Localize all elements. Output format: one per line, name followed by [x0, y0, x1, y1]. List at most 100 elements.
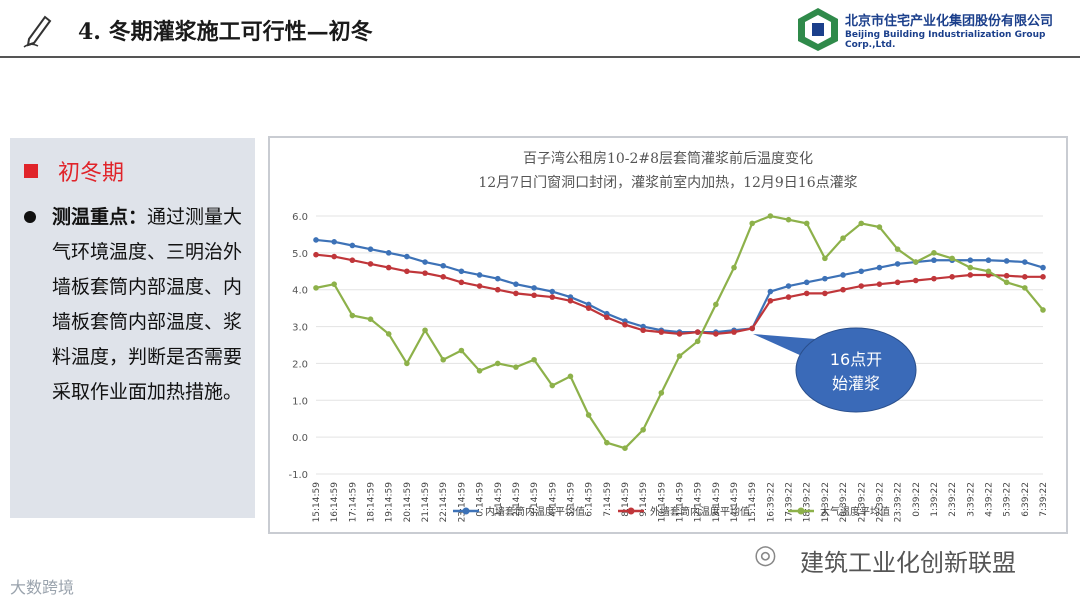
data-point	[731, 264, 737, 271]
data-point	[894, 246, 901, 252]
x-tick-label: 5:39:22	[1003, 482, 1013, 517]
callout-text-line-2: 始灌浆	[832, 374, 880, 393]
data-point	[440, 356, 447, 363]
x-tick-label: 18:39:22	[803, 482, 813, 522]
x-tick-label: 22:39:22	[875, 482, 885, 522]
data-point	[458, 268, 465, 275]
data-point	[931, 275, 937, 282]
x-tick-label: 22:14:59	[439, 482, 449, 523]
data-point	[1040, 264, 1046, 271]
data-point	[531, 356, 537, 363]
x-tick-label: 7:39:22	[1039, 482, 1049, 517]
data-point	[567, 373, 574, 380]
data-point	[749, 220, 755, 227]
data-point	[513, 290, 519, 297]
legend-swatch-marker	[627, 507, 635, 515]
series-line-2	[315, 253, 1043, 336]
data-point	[458, 279, 465, 286]
data-point	[840, 286, 846, 293]
data-point	[567, 297, 574, 304]
legend-label: 大气温度平均值	[820, 505, 890, 518]
data-point	[876, 281, 883, 287]
info-panel	[10, 138, 255, 518]
text-dot-bullet-icon	[24, 211, 36, 223]
data-point	[967, 272, 974, 278]
x-tick-label: 14:14:59	[730, 482, 740, 523]
data-point	[931, 257, 937, 264]
x-tick-label: 17:39:22	[785, 482, 795, 522]
y-tick-label: 6.0	[292, 212, 308, 223]
header-pencil-icon	[20, 12, 54, 48]
data-point	[1040, 307, 1046, 313]
x-tick-label: 2:14:59	[512, 482, 522, 517]
data-point	[313, 237, 319, 243]
data-point	[731, 329, 737, 335]
data-point	[713, 301, 719, 308]
data-point	[894, 261, 901, 267]
data-point	[767, 288, 774, 295]
x-tick-label: 7:14:59	[603, 482, 613, 517]
legend-label: 内墙套筒内温度平均值	[485, 505, 585, 518]
data-point	[876, 264, 883, 271]
data-point	[1022, 274, 1028, 280]
data-point	[331, 253, 337, 260]
data-point	[822, 290, 828, 297]
callout-bubble	[795, 327, 917, 413]
panel-body-text: 通过测量大气环境温度、三明治外墙板套筒内部温度、内墙板套筒内部温度、浆料温度，判…	[52, 206, 243, 403]
heading-square-bullet-icon	[24, 164, 38, 178]
data-point	[604, 314, 610, 321]
y-tick-label: 1.0	[292, 396, 308, 407]
x-tick-label: 20:14:59	[403, 482, 413, 523]
data-point	[531, 285, 537, 291]
data-point	[385, 250, 392, 256]
data-point	[985, 268, 992, 275]
x-tick-label: 5:14:59	[566, 482, 576, 517]
data-point	[676, 353, 683, 359]
corner-logo: 大数跨境	[10, 578, 75, 597]
data-point	[585, 305, 592, 311]
data-point	[549, 294, 556, 300]
x-tick-label: 10:14:59	[657, 482, 667, 523]
x-tick-label: 23:39:22	[894, 482, 904, 522]
company-name-en: Beijing Building Industrialization Group…	[845, 30, 1046, 50]
data-point	[1022, 285, 1028, 291]
x-tick-label: 2:39:22	[948, 482, 958, 517]
header-divider	[0, 56, 1080, 58]
data-point	[1040, 274, 1046, 280]
data-point	[985, 257, 992, 264]
x-tick-label: 21:39:22	[857, 482, 867, 522]
x-tick-label: 16:14:59	[330, 482, 340, 523]
data-point	[422, 259, 428, 265]
legend-label: 外墙套筒内温度平均值	[650, 505, 750, 518]
data-point	[349, 257, 356, 264]
data-point	[858, 283, 865, 289]
x-tick-label: 6:14:59	[585, 482, 595, 517]
x-tick-label: 0:39:22	[912, 482, 922, 517]
data-point	[803, 290, 810, 297]
data-point	[385, 264, 392, 271]
x-tick-label: 13:14:59	[712, 482, 722, 523]
data-point	[385, 331, 392, 337]
data-point	[949, 274, 955, 280]
data-point	[585, 412, 592, 418]
legend-swatch-marker	[797, 507, 805, 515]
y-tick-label: 3.0	[292, 323, 308, 334]
data-point	[840, 272, 846, 278]
data-point	[949, 255, 955, 262]
data-point	[858, 220, 865, 227]
x-tick-label: 1:14:59	[494, 482, 504, 517]
data-point	[313, 285, 319, 291]
data-point	[531, 292, 537, 299]
data-point	[604, 439, 610, 446]
data-point	[767, 213, 774, 219]
data-point	[694, 338, 701, 345]
data-point	[494, 286, 501, 293]
x-tick-label: 20:39:22	[839, 482, 849, 522]
data-point	[476, 272, 483, 278]
data-point	[694, 329, 701, 335]
data-point	[967, 257, 974, 264]
data-point	[331, 239, 337, 245]
x-tick-label: 15:14:59	[748, 482, 758, 523]
x-tick-label: 11:14:59	[676, 482, 686, 523]
legend-swatch-marker	[462, 507, 470, 515]
